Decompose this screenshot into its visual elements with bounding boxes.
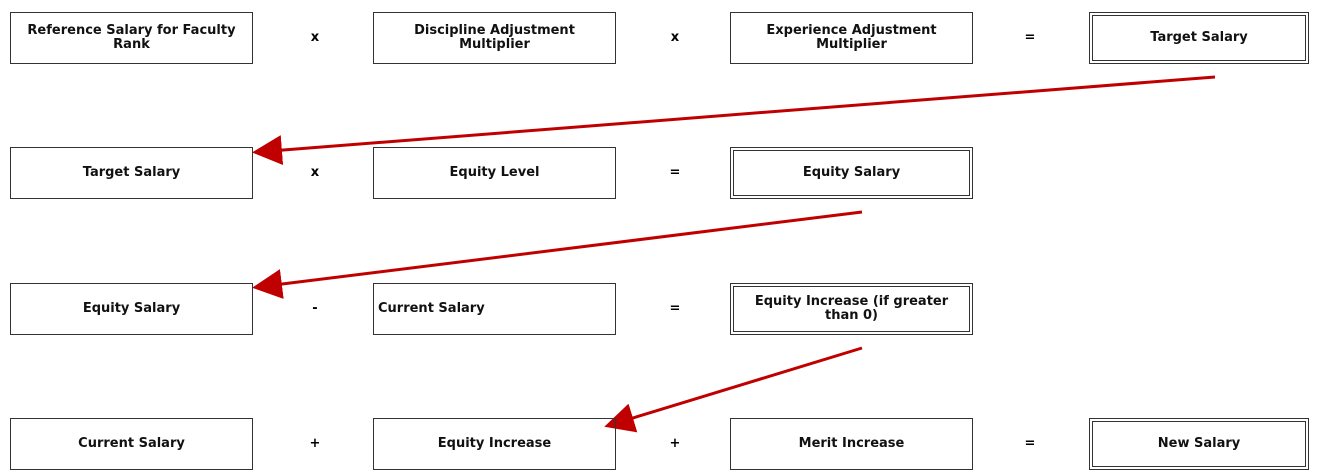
formula-box: Current Salary <box>10 418 253 470</box>
operator: = <box>669 301 681 316</box>
formula-box: Equity Salary <box>10 283 253 335</box>
formula-box: Equity Increase <box>373 418 616 470</box>
formula-box: Equity Salary <box>730 147 973 199</box>
formula-box: Merit Increase <box>730 418 973 470</box>
arrow <box>252 75 1216 166</box>
operator: + <box>309 436 321 451</box>
operator: x <box>310 165 320 180</box>
operator: = <box>1024 30 1036 45</box>
operator: x <box>310 30 320 45</box>
operator: = <box>669 165 681 180</box>
formula-box: New Salary <box>1089 418 1309 470</box>
operator: - <box>312 301 318 316</box>
formula-box: Equity Level <box>373 147 616 199</box>
operator: x <box>670 30 680 45</box>
operator: = <box>1024 436 1036 451</box>
formula-box: Discipline Adjustment Multiplier <box>373 12 616 64</box>
formula-box: Target Salary <box>1089 12 1309 64</box>
formula-box: Experience Adjustment Multiplier <box>730 12 973 64</box>
operator: + <box>669 436 681 451</box>
formula-box: Equity Increase (if greater than 0) <box>730 283 973 335</box>
arrow <box>604 346 863 433</box>
formula-box: Current Salary <box>373 283 616 335</box>
formula-box: Target Salary <box>10 147 253 199</box>
formula-box: Reference Salary for Faculty Rank <box>10 12 253 64</box>
arrow <box>252 210 863 299</box>
